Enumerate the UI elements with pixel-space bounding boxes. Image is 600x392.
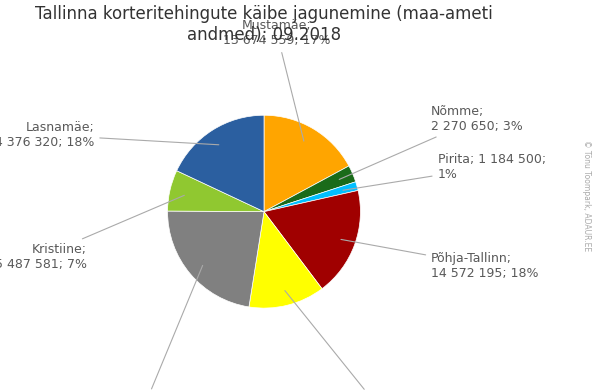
- Text: Pirita; 1 184 500;
1%: Pirita; 1 184 500; 1%: [343, 152, 546, 190]
- Title: Tallinna korteritehingute käibe jagunemine (maa-ameti
andmed): 09.2018: Tallinna korteritehingute käibe jagunemi…: [35, 5, 493, 44]
- Text: Nõmme;
2 270 650; 3%: Nõmme; 2 270 650; 3%: [339, 105, 523, 180]
- Wedge shape: [249, 212, 322, 308]
- Wedge shape: [177, 115, 264, 212]
- Wedge shape: [167, 211, 264, 307]
- Text: Kesklinn;
18 043 264; 23%: Kesklinn; 18 043 264; 23%: [90, 265, 203, 392]
- Text: © Tõnu Toompark, ADAUR.EE: © Tõnu Toompark, ADAUR.EE: [582, 140, 591, 252]
- Text: Haabersti;
10 185 637; 13%: Haabersti; 10 185 637; 13%: [285, 290, 433, 392]
- Wedge shape: [264, 182, 358, 212]
- Text: Põhja-Tallinn;
14 572 195; 18%: Põhja-Tallinn; 14 572 195; 18%: [341, 240, 539, 279]
- Wedge shape: [264, 115, 349, 212]
- Text: Kristiine;
5 487 581; 7%: Kristiine; 5 487 581; 7%: [0, 195, 184, 271]
- Wedge shape: [264, 191, 361, 289]
- Wedge shape: [264, 166, 356, 212]
- Text: Lasnamäe;
14 376 320; 18%: Lasnamäe; 14 376 320; 18%: [0, 120, 219, 149]
- Text: Mustamäe;
13 674 559; 17%: Mustamäe; 13 674 559; 17%: [223, 19, 331, 141]
- Wedge shape: [167, 171, 264, 212]
